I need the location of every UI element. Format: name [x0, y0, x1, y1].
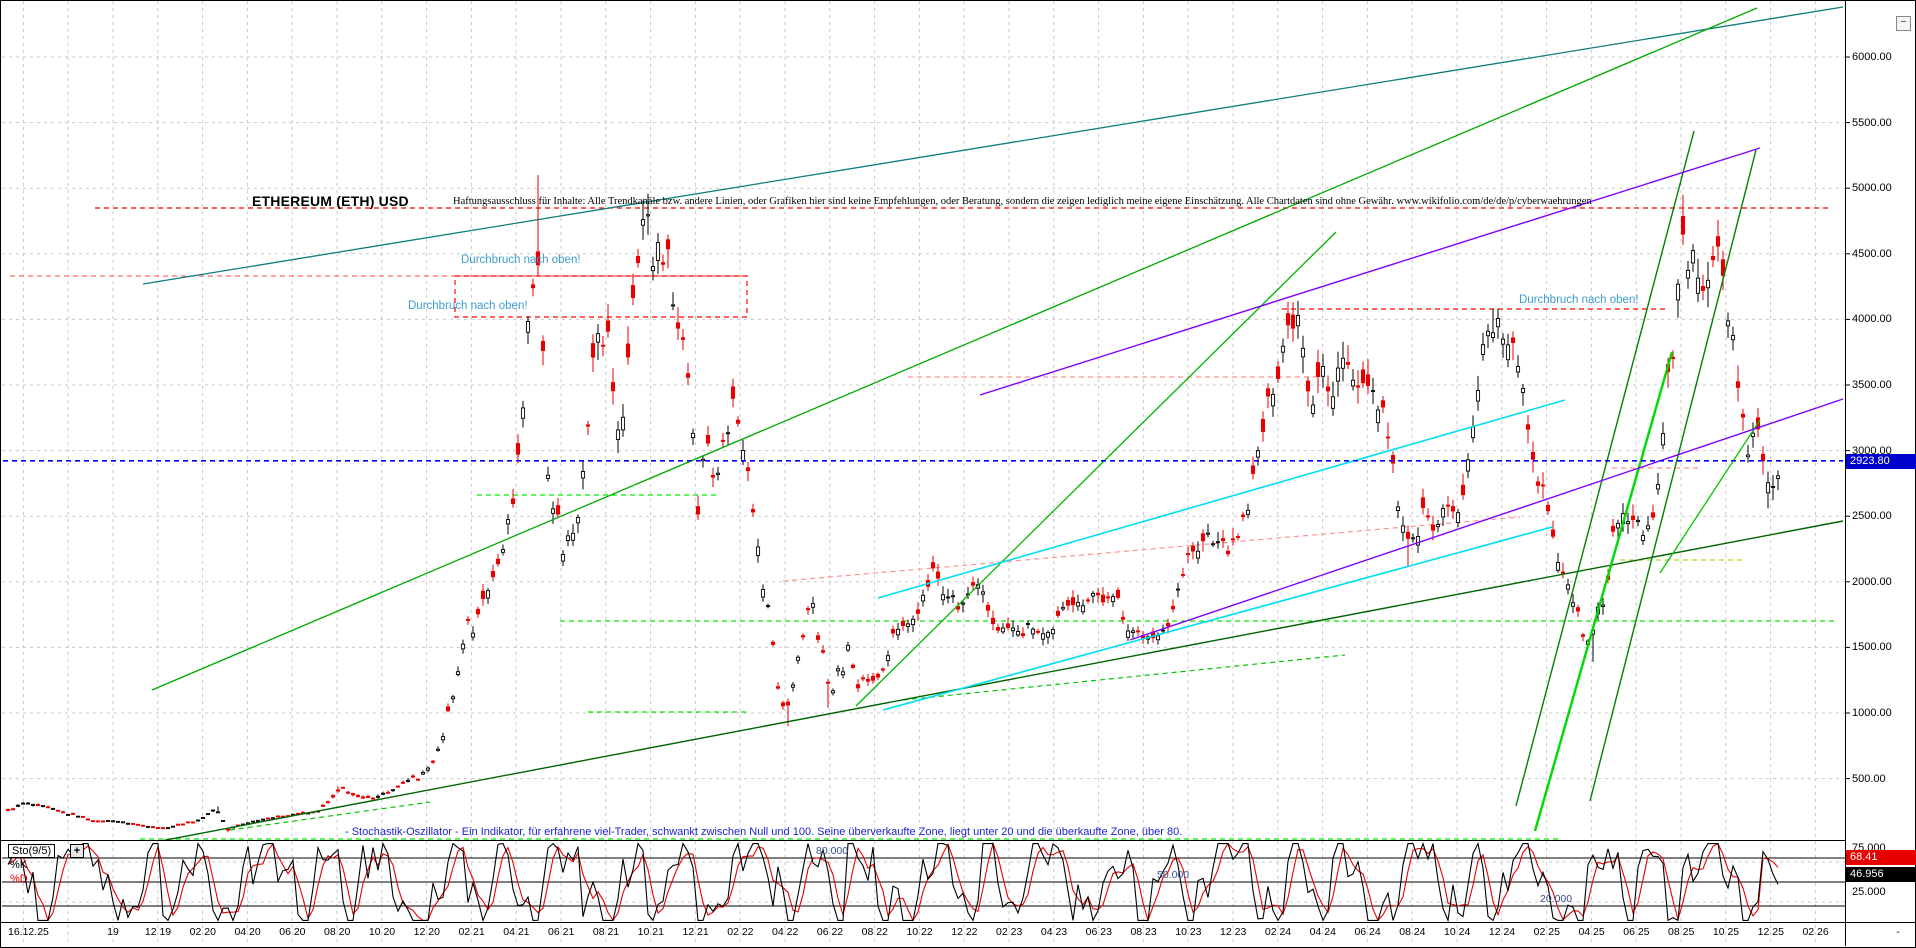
collapse-button[interactable]: −: [1896, 16, 1911, 31]
date-tick-label: 10 20: [368, 926, 396, 938]
annotation-breakout-3: Durchbruch nach oben!: [1519, 294, 1639, 306]
date-tick-label: 12 21: [682, 926, 709, 938]
date-tick-label: 02 22: [727, 926, 754, 938]
price-tick-label: 1000.00: [1852, 707, 1892, 719]
osc-level-label-50: 50.000: [1157, 869, 1190, 881]
price-tick-label: 5000.00: [1852, 182, 1892, 195]
date-tick-label: 02 24: [1264, 926, 1292, 938]
date-tick-label: 08 25: [1668, 926, 1695, 938]
indicator-label[interactable]: Sto(9/5): [8, 844, 56, 858]
date-tick-label: 06 24: [1354, 926, 1381, 938]
annotation-breakout-2: Durchbruch nach oben!: [408, 300, 528, 312]
date-tick-label: 10 25: [1712, 926, 1740, 938]
date-tick-label: 12 20: [413, 926, 440, 938]
date-tick-label: 06 22: [816, 926, 844, 938]
date-tick-label: 04 24: [1309, 926, 1336, 938]
date-tick-label: 06 25: [1623, 926, 1650, 938]
date-tick-label: 10 21: [637, 926, 664, 938]
price-tick-label: 500.00: [1852, 772, 1886, 785]
current-price-badge: 2923.80: [1846, 454, 1916, 469]
price-tick-label: 2000.00: [1852, 575, 1892, 588]
percent-d-label: %D: [10, 873, 28, 885]
date-tick-label: 08 22: [861, 926, 888, 938]
price-tick-label: 2500.00: [1852, 510, 1892, 523]
date-tick-label: 10 24: [1444, 926, 1471, 938]
osc-level-label-80: 80.000: [816, 845, 849, 857]
date-tick-label: 06 20: [279, 926, 306, 938]
indicator-expand-button[interactable]: +: [70, 844, 84, 858]
date-tick-label: 04 20: [234, 926, 261, 938]
date-tick-label: 02 23: [996, 926, 1023, 938]
price-tick-label: 4000.00: [1852, 313, 1892, 326]
disclaimer-text: Haftungsausschluss für Inhalte: Alle Tre…: [453, 196, 1592, 207]
date-tick-label: -: [1896, 926, 1900, 938]
price-tick-label: 3500.00: [1852, 379, 1892, 391]
date-tick-label: 19: [107, 926, 119, 938]
date-tick-label: 06 21: [548, 926, 575, 938]
annotation-breakout-1: Durchbruch nach oben!: [461, 254, 581, 266]
osc-k-value-badge: 46.956: [1846, 867, 1916, 882]
date-tick-label: 04 23: [1040, 926, 1068, 938]
date-tick-label: 02 21: [458, 926, 485, 938]
date-tick-label: 16.12.25: [8, 926, 49, 938]
date-tick-label: 04 25: [1578, 926, 1605, 938]
price-tick-label: 3000.00: [1852, 444, 1892, 457]
date-tick-label: 06 23: [1085, 926, 1112, 938]
date-tick-label: 10 23: [1175, 926, 1202, 938]
date-tick-label: 12 23: [1220, 926, 1247, 938]
osc-axis-tick-25: 25.000: [1852, 886, 1886, 898]
date-tick-label: 04 21: [503, 926, 530, 938]
price-tick-label: 6000.00: [1852, 51, 1892, 63]
price-tick-label: 1500.00: [1852, 641, 1892, 654]
date-tick-label: 12 19: [144, 926, 172, 938]
chart-title: ETHEREUM (ETH) USD: [252, 193, 409, 209]
price-tick-label: 4500.00: [1852, 247, 1892, 260]
date-tick-label: 02 26: [1802, 926, 1829, 938]
osc-level-label-20: 20.000: [1540, 893, 1573, 905]
date-tick-label: 08 24: [1399, 926, 1426, 938]
price-tick-label: 5500.00: [1852, 116, 1892, 129]
osc-d-value-badge: 68.41: [1846, 850, 1916, 865]
stochastic-description: - Stochastik-Oszillator - Ein Indikator,…: [345, 826, 1183, 838]
date-tick-label: 08 21: [592, 926, 620, 938]
percent-k-label: %K: [10, 859, 28, 871]
date-tick-label: 12 22: [951, 926, 978, 938]
date-tick-label: 12 25: [1757, 926, 1784, 938]
date-tick-label: 10 22: [906, 926, 933, 938]
date-tick-label: 04 22: [772, 926, 799, 938]
date-tick-label: 12 24: [1488, 926, 1516, 938]
date-tick-label: 02 25: [1533, 926, 1560, 938]
date-tick-label: 02 20: [189, 926, 216, 938]
date-tick-label: 08 23: [1130, 926, 1157, 938]
date-tick-label: 08 20: [324, 926, 351, 938]
